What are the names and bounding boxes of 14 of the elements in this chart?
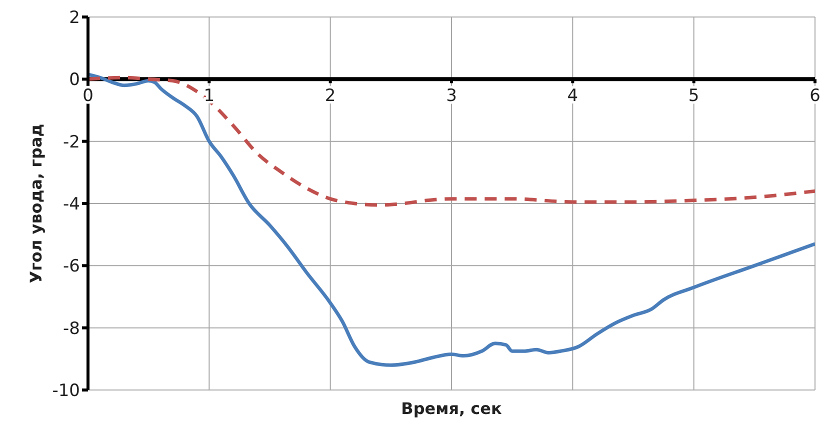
y-tick-label: -10	[52, 381, 80, 402]
y-axis-title: Угол увода, град	[26, 124, 46, 284]
y-tick-label: -8	[63, 318, 80, 339]
y-tick-label: 0	[69, 70, 80, 90]
x-axis-title: Время, сек	[401, 399, 502, 418]
x-tick-label: 4	[567, 86, 578, 106]
x-tick-label: 3	[446, 86, 457, 106]
y-tick-label: 2	[69, 8, 80, 28]
x-tick-label: 5	[688, 86, 700, 106]
y-tick-label: -6	[63, 256, 80, 277]
y-tick-label: -2	[63, 132, 80, 152]
y-tick-label: -4	[63, 194, 80, 215]
x-tick-label: 2	[324, 86, 336, 106]
x-tick-label: 6	[810, 86, 820, 106]
